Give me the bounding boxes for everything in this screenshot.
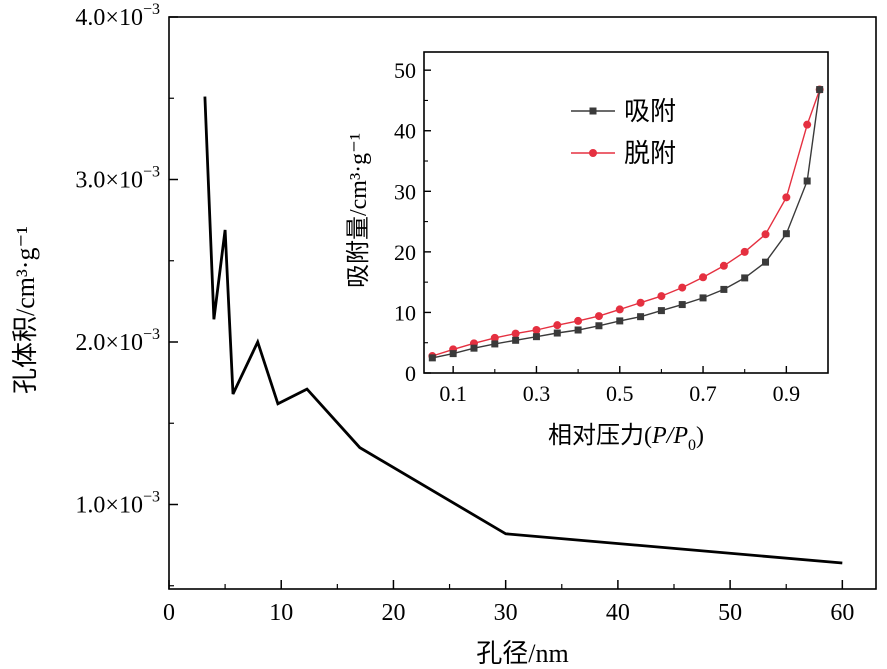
- inset-y-tick-label: 10: [394, 300, 416, 325]
- inset-x-tick-label: 0.1: [439, 381, 467, 406]
- adsorption-point: [616, 317, 624, 325]
- adsorption-point: [428, 354, 436, 362]
- adsorption-point: [699, 294, 707, 302]
- desorption-point: [574, 316, 583, 325]
- desorption-point: [803, 120, 812, 129]
- inset-series: [428, 85, 824, 362]
- desorption-point: [594, 312, 603, 321]
- y-tick-mantissa: 3.0: [75, 168, 105, 194]
- adsorption-point: [803, 177, 811, 185]
- legend-label: 吸附: [624, 97, 676, 126]
- y-tick-mantissa: 2.0: [75, 330, 105, 356]
- main-x-axis-label: 孔径/nm: [476, 639, 568, 668]
- main-y-ticks: 1.0×10−32.0×10−33.0×10−34.0×10−3: [75, 1, 178, 587]
- adsorption-point: [720, 285, 728, 293]
- inset-x-tick-label: 0.3: [523, 381, 551, 406]
- main-x-tick-label: 0: [163, 600, 175, 626]
- inset-y-tick-label: 20: [394, 240, 416, 265]
- desorption-point: [699, 273, 708, 282]
- y-tick-exponent: −3: [143, 489, 160, 506]
- y-tick-mantissa: 4.0: [75, 5, 105, 31]
- inset-x-label-close: ): [696, 423, 704, 449]
- adsorption-point: [782, 230, 790, 238]
- desorption-point: [636, 298, 645, 307]
- desorption-point: [553, 321, 562, 330]
- inset-x-label-text: 相对压力(: [548, 422, 652, 449]
- inset-x-tick-label: 0.5: [606, 381, 634, 406]
- main-series-line: [203, 96, 843, 565]
- main-series: [203, 96, 843, 565]
- main-x-tick-label: 60: [830, 600, 854, 626]
- legend-square-marker: [589, 107, 597, 115]
- main-x-tick-label: 30: [494, 600, 518, 626]
- inset-x-ticks: 0.1 0.3 0.5 0.7 0.9: [439, 366, 800, 406]
- main-x-tick-label: 50: [718, 600, 742, 626]
- adsorption-point: [470, 344, 478, 352]
- main-y-tick-label: 4.0×10−3: [75, 1, 160, 31]
- inset-x-tick-label: 0.7: [689, 381, 717, 406]
- y-tick-exponent: −3: [143, 164, 160, 181]
- y-tick-unit: ×10: [105, 493, 143, 519]
- inset-y-tick-label: 50: [394, 58, 416, 83]
- main-x-tick-label: 40: [606, 600, 630, 626]
- inset-y-ticks: 0 10 20 30 40 50: [394, 58, 431, 386]
- adsorption-point: [762, 258, 770, 266]
- adsorption-point: [595, 322, 603, 330]
- adsorption-point: [532, 333, 540, 341]
- adsorption-point: [553, 329, 561, 337]
- main-x-tick-label: 20: [381, 600, 405, 626]
- inset-y-tick-label: 30: [394, 179, 416, 204]
- adsorption-point: [637, 313, 645, 321]
- adsorption-point: [512, 336, 520, 344]
- main-y-axis-label: 孔体积/cm³·g⁻¹: [11, 226, 40, 394]
- main-x-tick-label: 10: [269, 600, 293, 626]
- desorption-point: [615, 305, 624, 314]
- inset-x-axis-label: 相对压力(P/P0): [548, 422, 704, 454]
- main-x-ticks: 0 10 20 30 40 50 60: [163, 580, 854, 626]
- main-plot-frame: [168, 16, 877, 590]
- desorption-point: [740, 247, 749, 256]
- legend-circle-marker: [589, 149, 597, 157]
- y-tick-exponent: −3: [143, 1, 160, 18]
- desorption-point: [678, 283, 687, 292]
- desorption-point: [511, 329, 520, 338]
- main-y-tick-label: 1.0×10−3: [75, 489, 160, 519]
- desorption-point: [719, 261, 728, 270]
- inset-x-label-subscript: 0: [688, 437, 696, 454]
- y-tick-exponent: −3: [143, 326, 160, 343]
- inset-y-tick-label: 40: [394, 119, 416, 144]
- desorption-point: [657, 292, 666, 301]
- inset-y-axis-label: 吸附量/cm³·g⁻¹: [345, 133, 372, 288]
- main-pore-volume-chart: 0 10 20 30 40 50 60 1.0×10−32.0×10−33.0×10−34.…: [11, 1, 877, 668]
- main-y-tick-label: 2.0×10−3: [75, 326, 160, 356]
- adsorption-point: [449, 350, 457, 358]
- inset-x-tick-label: 0.9: [773, 381, 801, 406]
- y-tick-mantissa: 1.0: [75, 493, 105, 519]
- inset-x-label-var: P/P: [651, 423, 688, 449]
- desorption-point: [490, 333, 499, 342]
- y-tick-unit: ×10: [105, 330, 143, 356]
- inset-y-tick-label: 0: [405, 361, 416, 386]
- adsorption-point: [574, 326, 582, 334]
- y-tick-unit: ×10: [105, 5, 143, 31]
- adsorption-point: [491, 340, 499, 348]
- adsorption-point: [678, 301, 686, 309]
- adsorption-point: [816, 86, 824, 94]
- desorption-point: [532, 325, 541, 334]
- adsorption-point: [741, 274, 749, 282]
- main-y-tick-label: 3.0×10−3: [75, 164, 160, 194]
- desorption-point: [782, 193, 791, 202]
- y-tick-unit: ×10: [105, 168, 143, 194]
- legend-label: 脱附: [624, 139, 676, 168]
- desorption-point: [761, 230, 770, 239]
- adsorption-point: [657, 307, 665, 315]
